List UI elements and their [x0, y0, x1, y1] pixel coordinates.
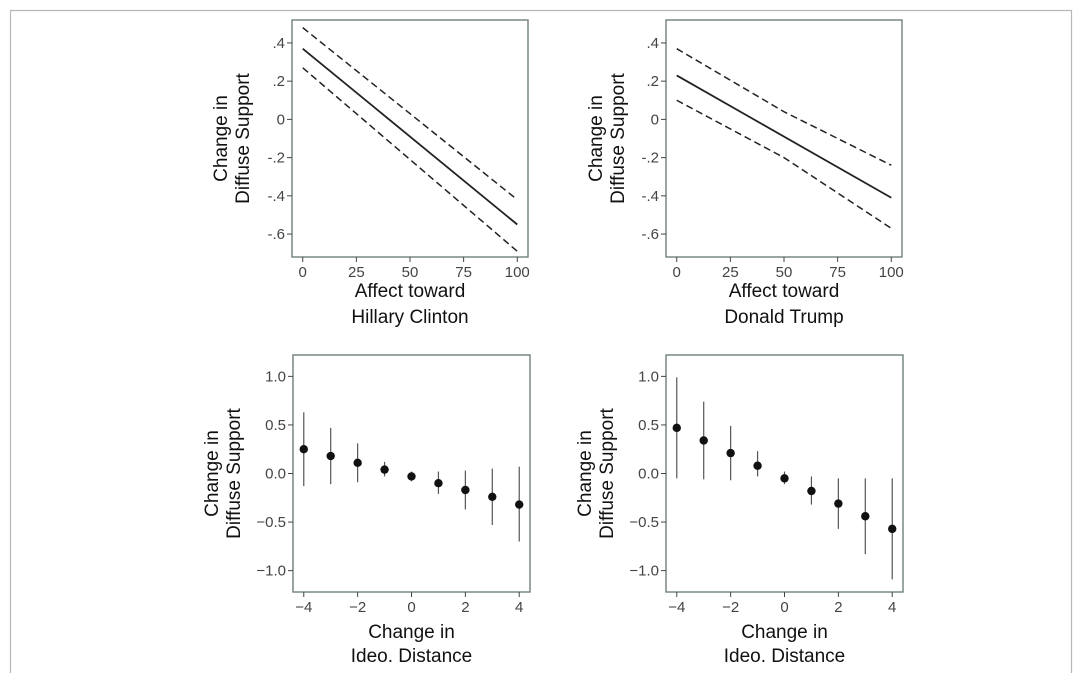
y-axis-label-line1: Change in	[586, 95, 607, 182]
data-point	[861, 512, 870, 521]
x-axis-label-line2: Hillary Clinton	[351, 307, 468, 328]
y-tick-label: 0	[277, 111, 285, 128]
y-tick-label: .2	[646, 73, 659, 90]
chart-panel-2: .4 .2 0 -.2 -.4 -.6 0 25 50 75 100 Affect toward Don…	[586, 19, 904, 328]
estimate-line	[302, 47, 518, 226]
chart-panel-3: 1.0 0.5 0.0 −0.5 −1.0 −4 −2 0 2 4 Change in Ideo. D…	[202, 354, 531, 667]
data-point	[888, 524, 897, 534]
y-tick-label: .4	[646, 35, 659, 52]
chart-panel-4: 1.0 0.5 0.0 −0.5 −1.0 −4 −2 0 2 4 Change in Ideo. D…	[575, 354, 904, 667]
x-tick-label: 75	[829, 264, 846, 281]
data-point	[834, 499, 843, 508]
charts-layer: .4 .2 0 -.2 -.4 -.6 0 25 50 75 100 Affect toward Hil…	[202, 19, 904, 667]
x-tick-label: 75	[455, 264, 472, 281]
confidence-bound-line	[676, 99, 892, 229]
x-tick-label: −4	[295, 599, 312, 616]
data-point	[407, 472, 416, 481]
x-tick-label: 2	[834, 599, 842, 616]
data-point	[434, 479, 443, 488]
x-tick-label: 0	[673, 264, 681, 281]
y-axis-label-line2: Diffuse Support	[597, 407, 618, 538]
plot-frame	[665, 19, 903, 258]
x-tick-label: 0	[407, 599, 415, 616]
plot-frame	[291, 19, 529, 258]
y-tick-label: 0.5	[265, 417, 286, 434]
estimate-line	[676, 74, 892, 199]
y-axis-label-line1: Change in	[202, 430, 223, 517]
y-axis-label-line1: Change in	[575, 430, 596, 517]
y-tick-label: 0.0	[638, 466, 659, 483]
x-axis-label-line1: Affect toward	[355, 281, 466, 302]
data-point	[699, 436, 708, 445]
y-tick-label: −1.0	[629, 563, 659, 580]
x-tick-label: 50	[402, 264, 419, 281]
confidence-bound-line	[302, 67, 518, 252]
x-tick-label: 25	[348, 264, 365, 281]
x-tick-label: 0	[780, 599, 788, 616]
x-tick-label: 4	[888, 599, 896, 616]
y-axis-label-line2: Diffuse Support	[224, 407, 245, 538]
y-tick-label: −0.5	[629, 514, 659, 531]
figure-border	[9, 9, 1073, 673]
x-tick-label: 4	[515, 599, 523, 616]
data-point	[672, 423, 681, 433]
y-tick-label: −0.5	[256, 514, 286, 531]
x-tick-label: 50	[776, 264, 793, 281]
chart-panel-1: .4 .2 0 -.2 -.4 -.6 0 25 50 75 100 Affect toward Hil…	[211, 19, 530, 328]
x-tick-label: 100	[505, 264, 530, 281]
y-tick-label: -.4	[641, 188, 659, 205]
confidence-bound-line	[676, 48, 892, 166]
y-tick-label: -.6	[267, 226, 285, 243]
y-tick-label: 1.0	[638, 368, 659, 385]
data-point	[780, 474, 789, 483]
data-point	[326, 451, 335, 461]
x-tick-label: −2	[722, 599, 739, 616]
y-tick-label: -.2	[641, 150, 659, 167]
y-tick-label: −1.0	[256, 563, 286, 580]
y-tick-label: -.2	[267, 150, 285, 167]
y-tick-label: 0	[651, 111, 659, 128]
data-point	[515, 500, 524, 509]
y-tick-label: 1.0	[265, 368, 286, 385]
x-tick-label: 0	[299, 264, 307, 281]
x-tick-label: −2	[349, 599, 366, 616]
x-axis-label-line2: Ideo. Distance	[724, 646, 845, 667]
y-tick-label: 0.0	[265, 466, 286, 483]
data-point	[488, 492, 497, 502]
y-axis-label-line2: Diffuse Support	[608, 72, 629, 203]
y-tick-label: .2	[272, 73, 285, 90]
data-point	[461, 485, 470, 495]
x-tick-label: −4	[668, 599, 685, 616]
y-tick-label: -.4	[267, 188, 285, 205]
data-point	[353, 458, 362, 468]
x-tick-label: 100	[879, 264, 904, 281]
data-point	[299, 445, 308, 454]
y-axis-label-line2: Diffuse Support	[233, 72, 254, 203]
x-axis-label-line2: Donald Trump	[724, 307, 843, 328]
x-axis-label-line1: Change in	[741, 622, 828, 643]
confidence-bound-line	[302, 27, 518, 201]
y-axis-label-line1: Change in	[211, 95, 232, 182]
data-point	[753, 461, 762, 470]
y-tick-label: 0.5	[638, 417, 659, 434]
x-axis-label-line1: Change in	[368, 622, 455, 643]
x-axis-label-line2: Ideo. Distance	[351, 646, 472, 667]
data-point	[726, 448, 735, 458]
x-axis-label-line1: Affect toward	[729, 281, 840, 302]
y-tick-label: -.6	[641, 226, 659, 243]
x-tick-label: 25	[722, 264, 739, 281]
y-tick-label: .4	[272, 35, 285, 52]
x-tick-label: 2	[461, 599, 469, 616]
data-point	[380, 465, 389, 474]
data-point	[807, 486, 816, 496]
